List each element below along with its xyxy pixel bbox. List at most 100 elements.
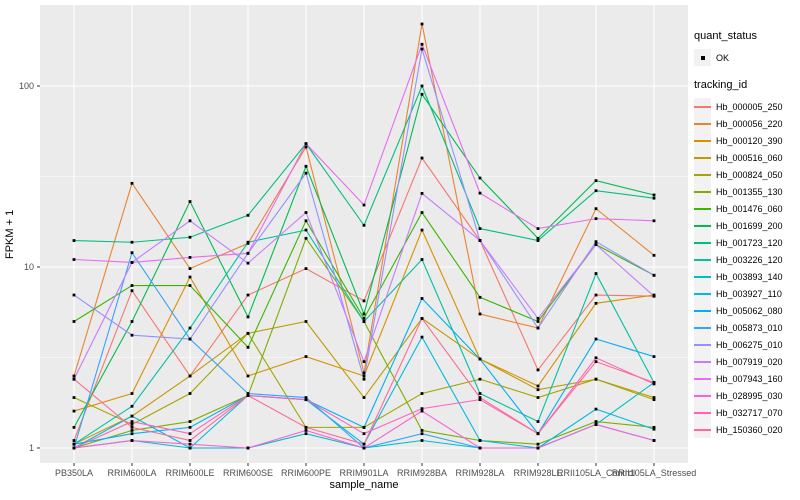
legend-item-Hb_001699_200: Hb_001699_200 [694,217,800,234]
legend-key-swatch [694,217,711,234]
legend-item-label: Hb_000516_060 [716,152,783,163]
legend-item-label: Hb_000824_050 [716,169,783,180]
data-point [304,429,308,432]
legend-item-label: Hb_001723_120 [716,237,783,248]
y-tick-label: 100 [18,81,34,91]
data-point [420,192,424,195]
data-point [420,392,424,395]
data-point [72,396,76,399]
legend-key-swatch [694,319,711,336]
legend-item-Hb_000056_220: Hb_000056_220 [694,115,800,132]
legend-line-icon [694,326,711,329]
data-point [478,239,482,242]
legend-item-Hb_007943_160: Hb_007943_160 [694,370,800,387]
data-point [304,171,308,175]
data-point [594,337,598,341]
data-point [304,398,308,402]
legend-item-Hb_000516_060: Hb_000516_060 [694,149,800,166]
legend-key-swatch [694,98,711,115]
data-point [420,432,424,436]
legend-key-swatch [694,115,711,132]
data-point [246,261,250,265]
data-point [188,326,192,330]
legend-item-Hb_005062_080: Hb_005062_080 [694,302,800,319]
legend-item-label: Hb_001699_200 [716,220,783,231]
data-point [478,392,482,395]
legend-item-label: Hb_032717_070 [716,407,783,418]
legend-title-tracking-id: tracking_id [694,79,748,91]
legend-line-icon [694,105,711,108]
legend-key-swatch [694,302,711,319]
data-point [362,396,366,399]
legend-title-quant-status: quant_status [694,30,757,42]
data-point [536,236,540,240]
legend-item-Hb_001355_130: Hb_001355_130 [694,183,800,200]
x-tick-label: RRII105LA_Control [556,468,636,478]
data-point [362,432,366,436]
y-tick-label: 10 [23,262,34,272]
legend-item-label: OK [716,52,730,63]
data-point [246,251,250,255]
legend-line-icon [694,139,711,142]
legend-key-swatch [694,387,711,404]
legend-item-label: Hb_150360_020 [716,424,783,435]
data-point [536,384,540,388]
legend-line-icon [694,428,711,431]
data-point [130,423,134,426]
data-point [362,203,366,207]
data-point [420,297,424,300]
data-point [188,374,192,378]
data-point [594,189,598,193]
legend-item-Hb_000120_390: Hb_000120_390 [694,132,800,149]
legend-line-icon [694,224,711,227]
legend-line-icon [694,207,711,210]
data-point [362,425,366,429]
data-point [478,312,482,316]
data-point [188,442,192,446]
data-point [304,425,308,429]
data-point [420,228,424,232]
data-point [478,227,482,230]
data-point [420,258,424,261]
x-tick-label: PB350LA [54,468,94,478]
data-point [594,243,598,246]
data-point [652,273,656,277]
x-tick-label: RRIM928LA [455,468,505,478]
data-point [304,219,308,223]
data-point [594,407,598,411]
data-point [188,275,192,279]
legend-item-Hb_032717_070: Hb_032717_070 [694,404,800,421]
legend-line-icon [694,173,711,176]
x-tick-label: RRIM928LE [513,468,563,478]
data-point [652,425,656,429]
data-point [420,335,424,339]
data-point [420,439,424,442]
data-point [652,427,656,431]
data-point [362,320,366,323]
data-point [652,196,656,200]
legend-item-label: Hb_028995_030 [716,390,783,401]
data-point [536,432,540,436]
data-point [188,267,192,270]
data-point [594,217,598,221]
data-point [420,317,424,320]
data-point [362,360,366,364]
data-point [72,446,76,450]
data-point [188,337,192,341]
data-point [72,409,76,413]
x-tick-label: RRIM600SE [222,468,274,478]
legend-item-ok: OK [694,49,800,66]
data-point [536,227,540,230]
legend-line-icon [694,292,711,295]
legend-line-icon [694,190,711,193]
data-point [130,284,134,287]
legend-key-swatch [694,200,711,217]
data-point [246,394,250,397]
data-point [130,181,134,185]
data-point [652,253,656,257]
legend-key-swatch [694,370,711,387]
data-point [246,392,250,395]
x-axis-title: sample_name [329,479,399,491]
data-point [420,407,424,411]
data-point [536,388,540,392]
